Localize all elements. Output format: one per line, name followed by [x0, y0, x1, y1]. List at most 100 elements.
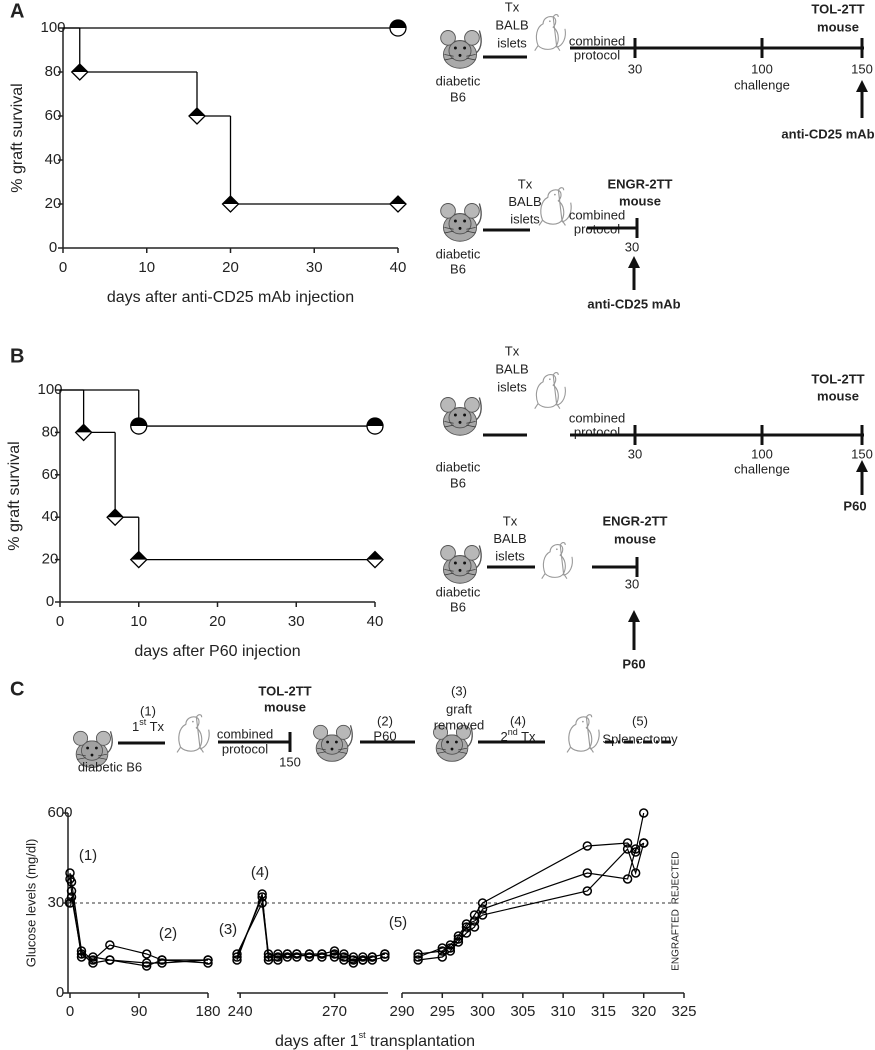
- label: Tx: [505, 0, 520, 14]
- data-point: [65, 874, 75, 884]
- data-point: [339, 955, 349, 965]
- arrow-head: [856, 80, 868, 92]
- y-tick-label: 60: [45, 107, 62, 124]
- label: 150: [851, 61, 873, 76]
- data-point: [582, 886, 593, 896]
- data-point: [105, 955, 115, 965]
- label: combined: [569, 33, 625, 48]
- region-label: ENGRAFTED: [671, 909, 682, 971]
- label: B6: [450, 89, 466, 104]
- x-tick-label: 40: [367, 613, 384, 630]
- marker-fill: [367, 418, 383, 427]
- data-point: [329, 949, 340, 959]
- data-point: [257, 892, 267, 902]
- label: (2): [377, 713, 393, 728]
- data-point: [292, 952, 302, 962]
- label: combined: [569, 207, 625, 222]
- survival-curve: [63, 27, 407, 213]
- label: graft: [446, 701, 472, 716]
- data-point: [317, 952, 327, 962]
- data-point: [105, 940, 115, 950]
- label: 30: [628, 446, 642, 461]
- label: Splenectomy: [602, 731, 678, 746]
- label: TOL-2TT: [811, 371, 864, 386]
- x-tick-label: 40: [390, 259, 407, 276]
- label: transplantation: [366, 1033, 475, 1050]
- label: P60: [622, 656, 645, 671]
- mouse-icon: [439, 396, 482, 436]
- label: P60: [843, 498, 866, 513]
- half-diamond: [188, 107, 206, 125]
- data-point: [622, 838, 633, 848]
- half-diamond: [366, 550, 384, 569]
- region-label: REJECTED: [671, 852, 682, 905]
- half-circle: [130, 417, 148, 435]
- donor-mouse-icon: [176, 714, 210, 754]
- data-point: [329, 952, 340, 962]
- label: (3): [451, 683, 467, 698]
- half-diamond: [129, 550, 148, 569]
- y-tick-label: 0: [49, 239, 57, 256]
- x-tick-label: 0: [66, 1003, 74, 1020]
- data-point: [329, 946, 340, 956]
- label: (4): [510, 713, 526, 728]
- data-point: [638, 838, 649, 848]
- label: ENGR-2TT: [603, 513, 668, 528]
- annotation: (5): [389, 914, 407, 931]
- label: 100: [751, 61, 773, 76]
- label: protocol: [222, 741, 268, 756]
- marker-fill: [107, 509, 124, 518]
- data-point: [358, 955, 368, 965]
- data-point: [88, 952, 98, 962]
- half-diamond: [106, 508, 125, 527]
- data-point: [141, 958, 152, 968]
- label: protocol: [574, 47, 620, 62]
- data-point: [461, 919, 472, 929]
- label: Tx: [146, 719, 164, 734]
- marker-fill: [390, 196, 406, 204]
- data-point: [273, 949, 283, 959]
- panel-label: A: [10, 0, 24, 22]
- data-point: [413, 952, 423, 962]
- data-point: [257, 889, 267, 899]
- data-point: [65, 868, 75, 878]
- data-point: [582, 841, 593, 851]
- data-point: [413, 949, 423, 959]
- data-point: [380, 952, 390, 962]
- marker-fill: [71, 64, 88, 72]
- data-point: [273, 955, 283, 965]
- glucose-line: [69, 842, 645, 967]
- half-diamond: [389, 195, 407, 213]
- data-point: [282, 949, 293, 959]
- donor-mouse-icon: [541, 541, 573, 580]
- label: islets: [510, 211, 540, 226]
- x-tick-label: 30: [288, 613, 305, 630]
- x-tick-label: 315: [591, 1003, 616, 1020]
- y-axis-label: Glucose levels (mg/dl): [23, 839, 38, 968]
- data-point: [339, 949, 349, 959]
- y-tick-label: 100: [40, 19, 65, 36]
- label: challenge: [734, 461, 790, 476]
- label: mouse: [264, 699, 306, 714]
- label: B6: [450, 475, 466, 490]
- panel-label: B: [10, 345, 24, 367]
- y-tick-label: 600: [47, 804, 72, 821]
- data-point: [477, 898, 488, 908]
- annotation: (4): [251, 864, 269, 881]
- y-tick-label: 40: [45, 151, 62, 168]
- label: BALB: [508, 194, 541, 209]
- half-diamond: [74, 423, 93, 442]
- x-tick-label: 270: [322, 1003, 347, 1020]
- y-tick-label: 80: [42, 423, 59, 440]
- marker-fill: [367, 551, 383, 560]
- label: anti-CD25 mAb: [781, 126, 874, 141]
- label: challenge: [734, 77, 790, 92]
- survival-curve: [60, 389, 384, 569]
- y-axis-label: % graft survival: [6, 441, 23, 550]
- label: B6: [450, 261, 466, 276]
- data-point: [469, 916, 480, 926]
- label: protocol: [574, 424, 620, 439]
- data-point: [263, 952, 274, 962]
- x-tick-label: 0: [56, 613, 64, 630]
